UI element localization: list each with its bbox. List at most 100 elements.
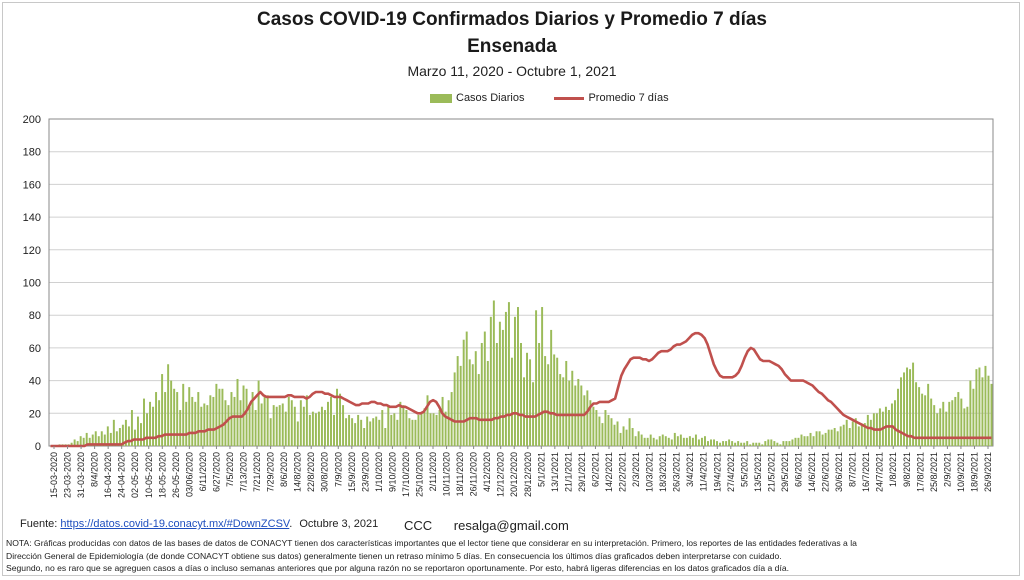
bar <box>486 360 489 446</box>
bar <box>966 406 969 446</box>
x-tick-label: 7/21/2020 <box>252 452 262 492</box>
bar <box>393 413 396 446</box>
bar <box>305 395 308 446</box>
x-tick-label: 6/2/2021 <box>590 452 600 487</box>
x-tick-label: 14/2/2021 <box>604 452 614 492</box>
bar <box>703 436 706 446</box>
bar <box>842 424 845 446</box>
bar <box>694 434 697 446</box>
bar <box>673 432 676 446</box>
bar <box>432 413 435 446</box>
bar <box>290 400 293 446</box>
bar <box>79 436 82 446</box>
x-tick-label: 14/8/2020 <box>293 452 303 492</box>
bar <box>170 380 173 446</box>
bar <box>625 429 628 446</box>
bar <box>402 405 405 446</box>
bar <box>848 428 851 446</box>
bar <box>830 429 833 446</box>
bar <box>728 439 731 446</box>
source-link[interactable]: https://datos.covid-19.conacyt.mx/#DownZ… <box>60 518 290 530</box>
bar <box>791 439 794 446</box>
bar <box>173 388 176 446</box>
bar <box>897 388 899 446</box>
bar <box>167 364 170 446</box>
footnote-line-2: Dirección General de Epidemiología (de d… <box>6 550 782 561</box>
legend: Casos Diarios Promedio 7 días <box>430 92 669 104</box>
bar <box>878 408 881 446</box>
bar <box>82 437 85 446</box>
bar <box>595 410 598 446</box>
bar <box>707 441 709 446</box>
x-tick-label: 31-03-2020 <box>76 452 86 498</box>
bar <box>975 369 978 446</box>
x-tick-label: 22/2/2021 <box>618 452 628 492</box>
bar <box>601 423 604 446</box>
bar <box>308 414 311 446</box>
bar <box>278 405 281 446</box>
bar <box>776 442 779 446</box>
bar <box>372 418 375 446</box>
bar <box>523 377 525 446</box>
bar <box>203 403 206 446</box>
bar <box>927 383 930 446</box>
bar <box>206 405 209 446</box>
bar <box>97 436 100 446</box>
x-tick-label: 2/3/2021 <box>631 452 641 487</box>
bar <box>942 401 945 446</box>
bar <box>263 396 266 446</box>
bar <box>713 439 716 446</box>
bar <box>655 439 658 446</box>
x-tick-label: 28/12/2020 <box>523 452 533 497</box>
bar <box>465 331 468 446</box>
x-tick-label: 6/6/2021 <box>794 452 804 487</box>
bar <box>483 331 486 446</box>
bar <box>354 423 357 446</box>
bar <box>670 439 673 446</box>
bar <box>761 444 764 446</box>
bar <box>272 405 275 446</box>
bar <box>550 329 553 446</box>
bar <box>257 380 260 446</box>
bar <box>161 374 164 446</box>
bar <box>248 406 251 446</box>
legend-item-line: Promedio 7 días <box>554 92 669 104</box>
footnote-line-3: Segundo, no es raro que se agreguen caso… <box>6 563 790 573</box>
bar <box>88 437 91 446</box>
bar <box>773 441 776 446</box>
bar <box>70 442 73 446</box>
bar <box>652 437 655 446</box>
bar <box>688 436 691 446</box>
bar <box>296 421 299 446</box>
x-tick-label: 23/9/2020 <box>360 452 370 492</box>
x-tick-label: 7/5/2020 <box>225 452 235 487</box>
bar <box>963 408 966 446</box>
x-tick-label: 8/4/2020 <box>90 452 100 487</box>
x-tick-label: 15/9/2020 <box>347 452 357 492</box>
bar <box>948 401 951 446</box>
x-tick-label: 7/13/2020 <box>239 452 249 492</box>
bar <box>565 360 568 446</box>
bar <box>691 437 694 446</box>
bar <box>815 431 818 446</box>
bar <box>725 441 728 446</box>
bar <box>809 432 812 446</box>
bar <box>396 419 399 446</box>
x-tick-label: 1/10/2020 <box>374 452 384 492</box>
bar <box>586 390 589 446</box>
bar <box>251 392 254 446</box>
bar <box>140 423 142 446</box>
bar <box>435 414 438 446</box>
bar <box>474 351 477 446</box>
bar <box>604 410 607 446</box>
y-tick-label: 100 <box>23 278 41 290</box>
bar <box>616 421 619 446</box>
bar <box>260 403 263 446</box>
bar <box>233 396 236 446</box>
bar <box>743 442 746 446</box>
bar <box>420 413 423 446</box>
x-tick-label: 4/12/2020 <box>482 452 492 492</box>
bar <box>649 434 652 446</box>
bar <box>806 436 809 446</box>
legend-line-label: Promedio 7 días <box>588 92 669 104</box>
